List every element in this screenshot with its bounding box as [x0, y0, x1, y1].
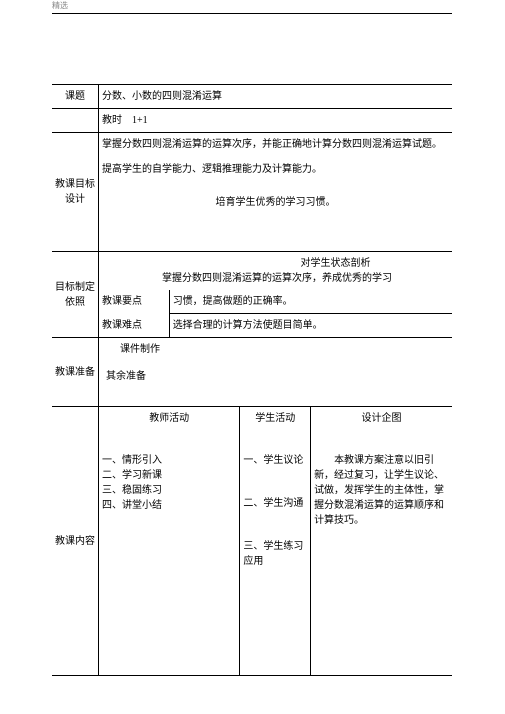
label-keypoint: 教课要点 [99, 290, 170, 314]
label-period: 教时 [102, 115, 122, 126]
teacher-act-1: 一、情形引入 [102, 453, 236, 468]
value-difficulty: 选择合理的计算方法使题目简单。 [169, 314, 452, 338]
teacher-act-2: 二、学习新课 [102, 468, 236, 483]
label-basis: 目标制定依照 [52, 252, 99, 338]
goals-line2: 提高学生的自学能力、逻辑推理能力及计算能力。 [102, 162, 449, 177]
lesson-plan-table: 课题 分数、小数的四则混淆运算 教时 1+1 教课目标设计 掌握分数四则混淆运算… [52, 84, 452, 676]
goals-line1: 掌握分数四则混淆运算的运算次序，并能正确地计算分数四则混淆运算试题。 [102, 137, 449, 152]
page-header-mark: 精选 [52, 0, 452, 14]
analysis-heading: 对学生状态剖析 [222, 256, 449, 271]
label-goals: 教课目标设计 [52, 133, 99, 252]
prep-line2: 其余准备 [106, 369, 449, 384]
label-topic: 课题 [52, 85, 99, 109]
student-act-1: 一、学生议论 [243, 453, 307, 468]
label-prep: 教课准备 [52, 338, 99, 407]
student-act-3: 三、学生练习应用 [243, 539, 307, 569]
prep-line1: 课件制作 [120, 342, 449, 357]
goals-line3: 培育学生优秀的学习习惯。 [102, 195, 449, 210]
value-topic: 分数、小数的四则混淆运算 [99, 85, 453, 109]
label-difficulty: 教课难点 [99, 314, 170, 338]
col-teacher: 教师活动 [99, 407, 240, 450]
analysis-body: 掌握分数四则混淆运算的运算次序，养成优秀的学习 [162, 271, 449, 286]
teacher-act-4: 四、讲堂小结 [102, 498, 236, 513]
value-keypoint: 习惯，提高做题的正确率。 [169, 290, 452, 314]
student-act-2: 二、学生沟通 [243, 496, 307, 511]
design-text: 本教课方案注意以旧引新，经过复习，让学生议论、试做，发挥学生的主体性，掌握分数混… [314, 453, 449, 528]
teacher-act-3: 三、稳固练习 [102, 483, 236, 498]
col-design: 设计企图 [311, 407, 452, 450]
label-content: 教课内容 [52, 407, 99, 676]
value-period: 1+1 [132, 115, 148, 126]
col-student: 学生活动 [240, 407, 311, 450]
